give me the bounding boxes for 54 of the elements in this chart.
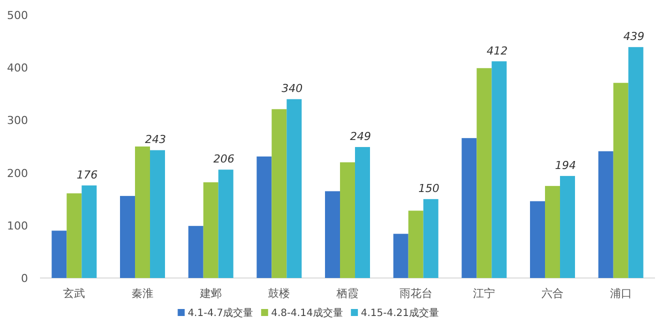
data-label: 439	[623, 30, 644, 44]
x-tick-label: 六合	[542, 287, 564, 300]
bar	[492, 61, 507, 278]
y-tick-label: 400	[7, 62, 28, 75]
data-label: 249	[350, 130, 371, 144]
y-tick-label: 500	[7, 9, 28, 22]
data-label: 340	[282, 82, 303, 96]
bar	[545, 186, 560, 278]
bar	[286, 99, 302, 278]
x-tick-label: 栖霞	[336, 287, 358, 300]
bar	[325, 191, 340, 278]
data-label: 194	[555, 158, 576, 172]
bar	[530, 201, 545, 278]
bar	[256, 156, 272, 278]
bar	[135, 146, 150, 278]
bar	[462, 138, 477, 278]
bar	[218, 170, 234, 278]
bar	[560, 176, 575, 278]
x-tick-label: 秦淮	[132, 287, 154, 300]
data-label: 206	[213, 152, 234, 166]
bar	[66, 193, 82, 278]
bar	[598, 151, 614, 278]
x-tick-label: 浦口	[610, 287, 632, 300]
data-label: 176	[76, 168, 98, 182]
bar	[355, 147, 370, 278]
y-tick-label: 100	[7, 219, 28, 232]
legend-label: 4.15-4.21成交量	[360, 307, 440, 319]
y-tick-label: 300	[7, 114, 28, 128]
legend-label: 4.8-4.14成交量	[271, 307, 343, 319]
legend-label: 4.1-4.7成交量	[188, 307, 254, 319]
x-tick-label: 鼓楼	[268, 287, 290, 300]
bar	[272, 109, 287, 278]
bar	[188, 226, 204, 278]
bar	[408, 210, 424, 278]
bar	[613, 82, 628, 278]
x-tick-label: 建邺	[198, 287, 222, 300]
bar	[340, 162, 355, 278]
bar	[393, 234, 408, 278]
bar	[52, 230, 67, 278]
x-tick-label: 玄武	[63, 287, 86, 300]
y-tick-label: 200	[7, 166, 28, 180]
bar	[203, 182, 218, 278]
y-tick-label: 0	[21, 272, 28, 285]
x-tick-label: 江宁	[473, 287, 496, 300]
bar	[476, 68, 492, 278]
data-label: 150	[418, 182, 440, 196]
bar	[120, 196, 135, 278]
bar	[150, 150, 165, 278]
bar	[628, 47, 644, 278]
bar	[423, 199, 438, 278]
bar	[82, 185, 97, 278]
data-label: 412	[486, 44, 508, 58]
x-tick-label: 雨花台	[399, 287, 432, 300]
data-label: 243	[145, 133, 166, 146]
